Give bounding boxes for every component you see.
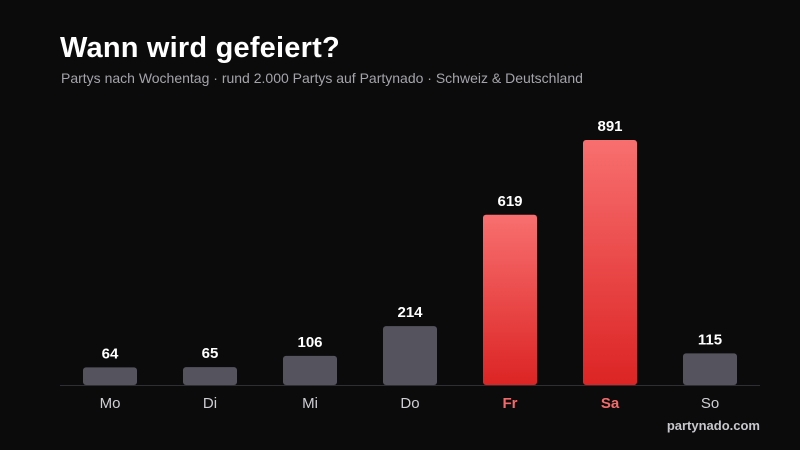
bar-mo	[83, 367, 137, 385]
x-tick-label-fr: Fr	[503, 395, 518, 412]
x-tick-label-di: Di	[203, 395, 217, 412]
bar-mi	[283, 355, 337, 385]
data-label-mi: 106	[297, 334, 322, 351]
data-label-di: 65	[202, 345, 219, 362]
chart-title: Wann wird gefeiert?	[60, 32, 340, 64]
x-tick-label-mo: Mo	[100, 395, 121, 412]
bar-fr	[483, 214, 537, 385]
chart-subtitle: Partys nach Wochentag · rund 2.000 Party…	[61, 70, 583, 86]
data-label-so: 115	[698, 331, 722, 348]
x-tick-label-so: So	[701, 395, 719, 412]
brand-watermark: partynado.com	[666, 418, 760, 433]
bar-do	[383, 326, 437, 385]
bar-so	[683, 353, 737, 385]
x-tick-label-do: Do	[400, 395, 419, 412]
data-label-do: 214	[397, 304, 423, 321]
data-label-mo: 64	[102, 345, 119, 362]
bar-di	[183, 367, 237, 385]
data-label-fr: 619	[497, 193, 522, 210]
x-tick-label-sa: Sa	[601, 395, 620, 412]
bar-sa	[583, 140, 637, 385]
x-tick-label-mi: Mi	[302, 395, 318, 412]
data-label-sa: 891	[597, 118, 622, 135]
